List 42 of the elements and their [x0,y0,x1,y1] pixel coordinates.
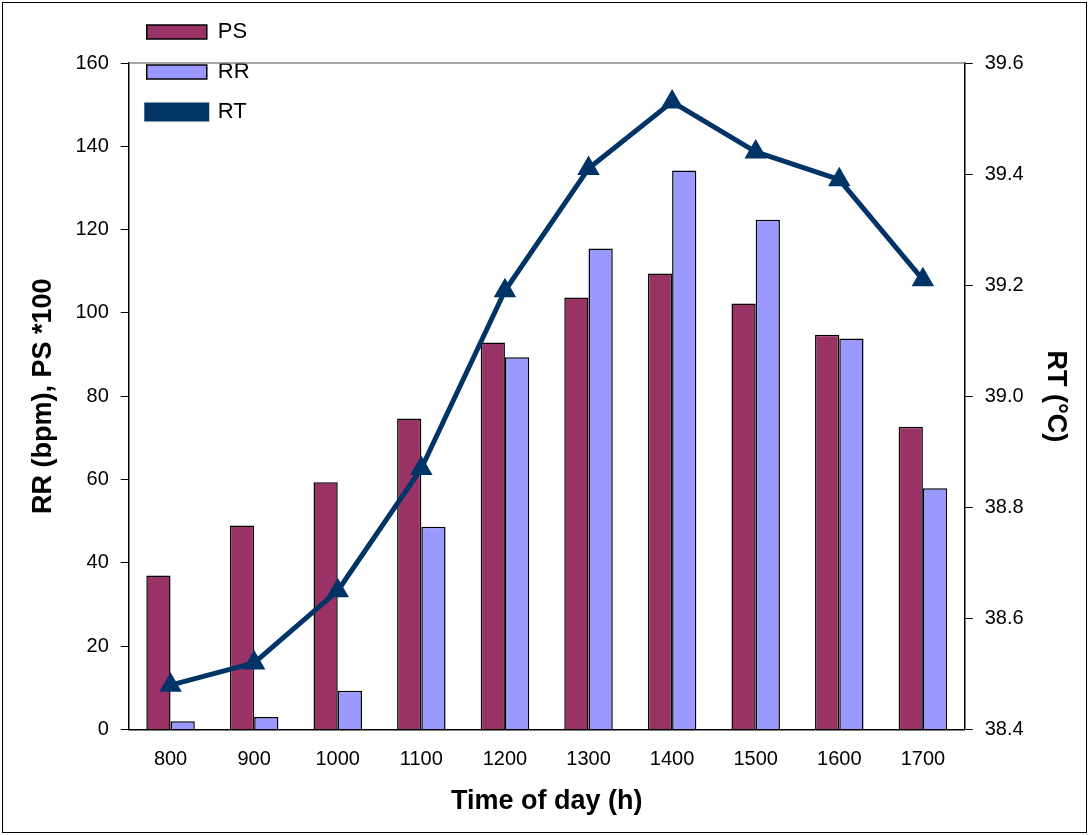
y-tick-label: 0 [97,717,109,740]
legend-label: RR [217,58,250,84]
x-tick-label: 1400 [649,747,695,770]
point [326,577,349,598]
x-tick-label: 900 [237,747,271,770]
x-tick-label: 800 [153,747,188,770]
y-tick-label: 120 [75,217,109,240]
x-tick-label: 1200 [482,747,528,770]
y-tick-label: 40 [86,550,109,573]
legend-label: RT [217,98,247,124]
point [242,649,266,670]
y2-tick-label: 39.4 [984,161,1024,184]
y-tick-label: 100 [75,300,109,323]
point [577,155,600,176]
point [660,88,684,109]
x-tick-label: 1300 [566,747,611,770]
y-tick-label: 160 [75,50,109,73]
y2-axis-title: RT (°C) [1042,350,1073,443]
x-axis-title: Time of day (h) [450,785,643,816]
x-tick-label: 1000 [315,747,360,770]
y-tick-label: 60 [86,467,109,490]
y2-tick-label: 39.6 [984,50,1024,73]
y-tick-label: 80 [86,383,109,406]
y2-tick-label: 38.6 [984,606,1024,629]
point [744,138,767,159]
point [911,266,935,287]
x-tick-label: 1100 [399,747,443,770]
point [828,166,851,187]
y-axis-title: RR (bpm), PS *100 [26,278,57,515]
y2-tick-label: 38.8 [984,494,1024,517]
x-tick-label: 1700 [900,747,946,770]
y-tick-label: 20 [86,633,109,656]
point [493,277,517,298]
legend-label: PS [217,18,248,44]
y2-tick-label: 39.0 [984,383,1024,406]
point [159,672,182,692]
y-tick-label: 140 [75,133,109,156]
y2-tick-label: 38.4 [984,717,1024,740]
x-tick-label: 1500 [733,747,778,770]
y2-tick-label: 39.2 [984,272,1024,295]
x-tick-label: 1600 [817,747,862,770]
point [410,455,433,476]
